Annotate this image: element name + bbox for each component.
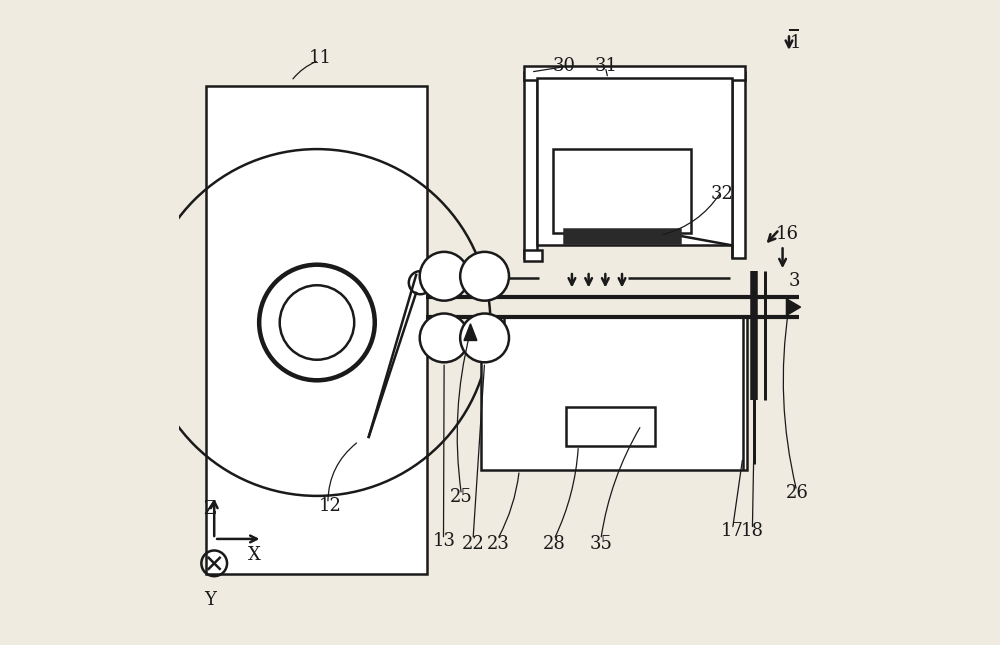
Text: 11: 11	[309, 49, 332, 67]
Bar	[524, 72, 537, 258]
Bar	[553, 149, 691, 233]
Text: 17: 17	[721, 522, 744, 541]
Bar	[537, 79, 732, 246]
Bar	[524, 66, 745, 80]
Bar	[481, 316, 747, 470]
Circle shape	[420, 252, 469, 301]
Bar	[732, 72, 745, 258]
Text: 18: 18	[741, 522, 764, 541]
Text: 25: 25	[450, 488, 473, 506]
Text: 30: 30	[553, 57, 576, 75]
Text: X: X	[248, 546, 261, 564]
Text: 13: 13	[433, 532, 456, 550]
Text: Z: Z	[203, 500, 216, 518]
Bar	[206, 86, 427, 574]
Text: 12: 12	[318, 497, 341, 515]
Polygon shape	[464, 324, 477, 341]
Text: 32: 32	[710, 185, 733, 203]
Text: 28: 28	[543, 535, 566, 553]
Text: 1: 1	[790, 34, 801, 52]
Circle shape	[420, 313, 469, 362]
Text: 35: 35	[590, 535, 613, 553]
Bar	[564, 229, 680, 243]
Bar	[524, 250, 542, 261]
Text: 26: 26	[786, 484, 809, 502]
Text: 16: 16	[776, 225, 799, 243]
Polygon shape	[786, 299, 801, 315]
Circle shape	[460, 313, 509, 362]
Text: 3: 3	[788, 272, 800, 290]
Bar	[566, 407, 655, 446]
Text: 23: 23	[487, 535, 510, 553]
Circle shape	[460, 252, 509, 301]
Text: Y: Y	[204, 591, 216, 609]
Text: 31: 31	[594, 57, 617, 75]
Text: 22: 22	[462, 535, 484, 553]
